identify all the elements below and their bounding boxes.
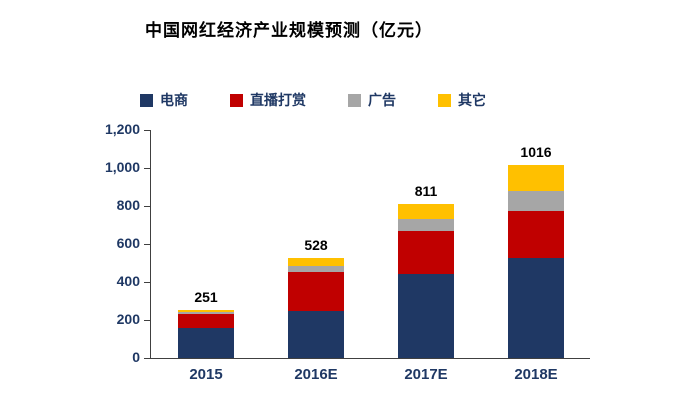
bar: 251 [178,289,234,358]
y-tick-label: 1,200 [104,121,140,137]
bar-segment [288,310,344,358]
legend-item: 广告 [348,90,396,110]
y-tick-mark [144,130,150,131]
bar-segment [178,312,234,315]
bar-segment [398,230,454,275]
x-tick-label: 2016E [294,366,338,383]
y-tick-label: 200 [116,311,140,327]
legend: 电商 直播打赏 广告 其它 [140,90,486,110]
bar-segment [178,310,234,313]
x-axis-line [150,358,590,359]
legend-label: 直播打赏 [250,92,306,108]
bar-segment [398,203,454,220]
legend-swatch [438,93,451,107]
legend-item: 其它 [438,90,486,110]
bar-total-label: 811 [414,182,438,199]
chart-title: 中国网红经济产业规模预测（亿元） [145,21,433,40]
bar-total-label: 1016 [520,143,552,160]
y-tick-mark [144,320,150,321]
legend-item: 直播打赏 [230,90,306,110]
legend-label: 电商 [160,92,188,108]
y-tick-mark [144,282,150,283]
y-tick-label: 600 [116,235,140,251]
y-tick-mark [144,206,150,207]
legend-item: 电商 [140,90,188,110]
bar-segment [508,210,564,259]
bar-segment [178,314,234,328]
y-tick-label: 1,000 [104,159,140,175]
bar-segment [508,190,564,211]
x-tick-label: 2015 [189,366,223,383]
bar-segment [508,164,564,191]
bar: 1016 [508,144,564,358]
y-tick-mark [144,168,150,169]
legend-swatch [348,93,361,107]
bar-total-label: 251 [194,289,218,306]
x-tick-label: 2017E [404,366,448,383]
bar: 528 [288,237,344,358]
y-axis-line [150,130,151,358]
y-tick-label: 400 [116,273,140,289]
bar-segment [178,327,234,358]
bar-segment [508,258,564,358]
x-tick-label: 2018E [514,366,558,383]
legend-label: 广告 [368,92,396,108]
plot-area: 251 528 811 1016 [151,130,591,358]
y-tick-mark [144,244,150,245]
bar: 811 [398,183,454,358]
legend-swatch [140,93,153,107]
y-tick-label: 800 [116,197,140,213]
legend-swatch [230,93,243,107]
bar-segment [288,266,344,272]
bar-segment [288,271,344,311]
bar-total-label: 528 [304,236,328,253]
x-axis-labels: 2015 2016E 2017E 2018E [151,366,591,383]
legend-label: 其它 [458,92,486,108]
bar-segment [288,257,344,267]
bar-segment [398,219,454,231]
bar-segment [398,274,454,358]
y-tick-label: 0 [132,349,140,365]
y-tick-mark [144,358,150,359]
